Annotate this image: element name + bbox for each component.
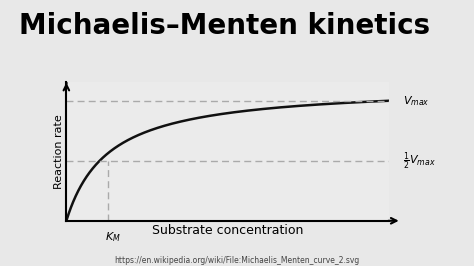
Text: $\mathregular{\frac{1}{2}}V_{max}$: $\mathregular{\frac{1}{2}}V_{max}$ xyxy=(403,150,436,172)
Y-axis label: Reaction rate: Reaction rate xyxy=(54,114,64,189)
X-axis label: Substrate concentration: Substrate concentration xyxy=(152,223,303,236)
Text: $K_M$: $K_M$ xyxy=(105,230,120,244)
Text: Michaelis–Menten kinetics: Michaelis–Menten kinetics xyxy=(19,12,430,40)
Text: $V_{max}$: $V_{max}$ xyxy=(403,94,430,108)
Text: https://en.wikipedia.org/wiki/File:Michaelis_Menten_curve_2.svg: https://en.wikipedia.org/wiki/File:Micha… xyxy=(114,256,360,265)
